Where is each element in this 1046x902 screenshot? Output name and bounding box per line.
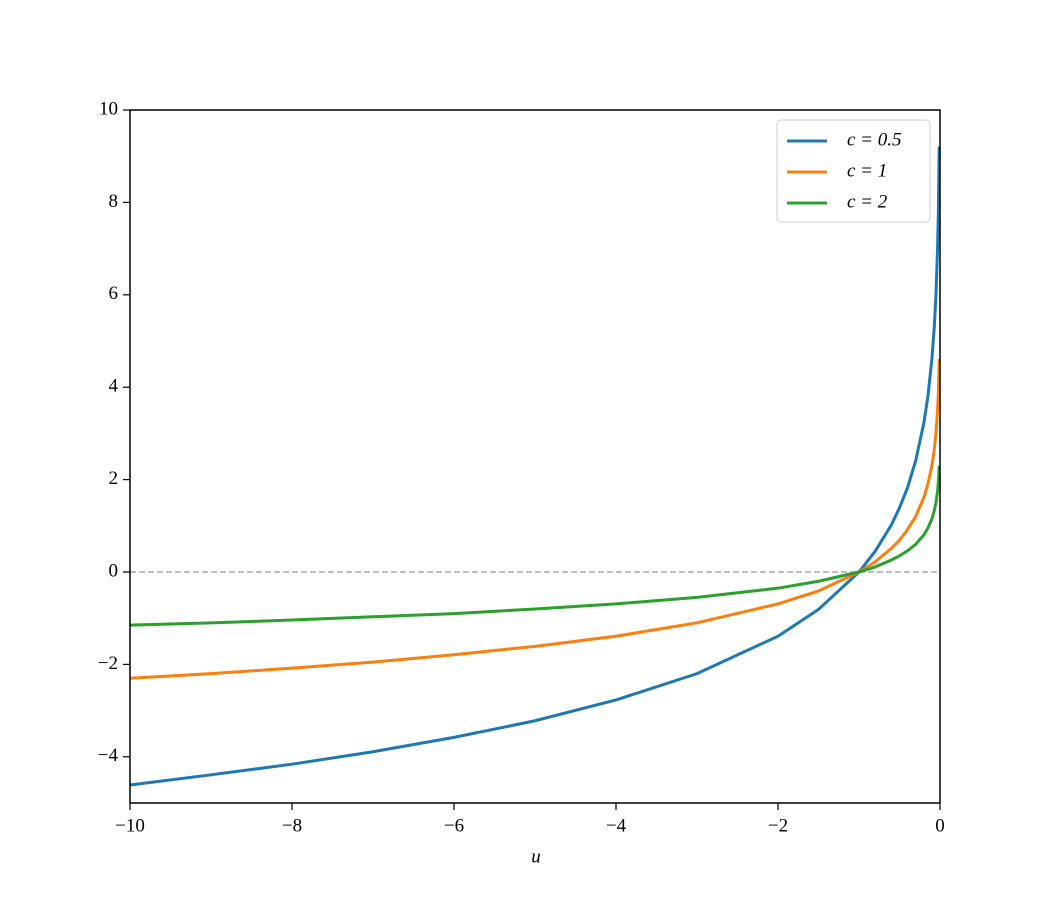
y-tick-label: 4 xyxy=(109,376,119,397)
legend-label: c = 1 xyxy=(847,160,887,181)
x-tick-label: −4 xyxy=(606,815,627,836)
x-tick-label: 0 xyxy=(935,815,945,836)
series-line xyxy=(129,358,941,680)
y-tick-label: 6 xyxy=(109,283,119,304)
y-tick-label: −2 xyxy=(98,653,118,674)
legend-label: c = 0.5 xyxy=(847,129,902,150)
y-tick-label: 0 xyxy=(109,560,119,581)
x-tick-label: −2 xyxy=(768,815,788,836)
x-tick-label: −8 xyxy=(282,815,302,836)
plot-frame xyxy=(129,109,941,804)
y-tick-label: 2 xyxy=(109,468,119,489)
y-tick-label: 8 xyxy=(109,191,119,212)
x-tick-label: −10 xyxy=(115,815,145,836)
series-line xyxy=(129,146,941,787)
y-tick-label: −4 xyxy=(98,745,119,766)
x-axis-label: u xyxy=(531,846,541,867)
legend-box xyxy=(776,119,931,223)
series-line xyxy=(129,465,941,627)
x-tick-label: −6 xyxy=(444,815,464,836)
legend-label: c = 2 xyxy=(847,191,888,212)
y-tick-label: 10 xyxy=(99,98,118,119)
